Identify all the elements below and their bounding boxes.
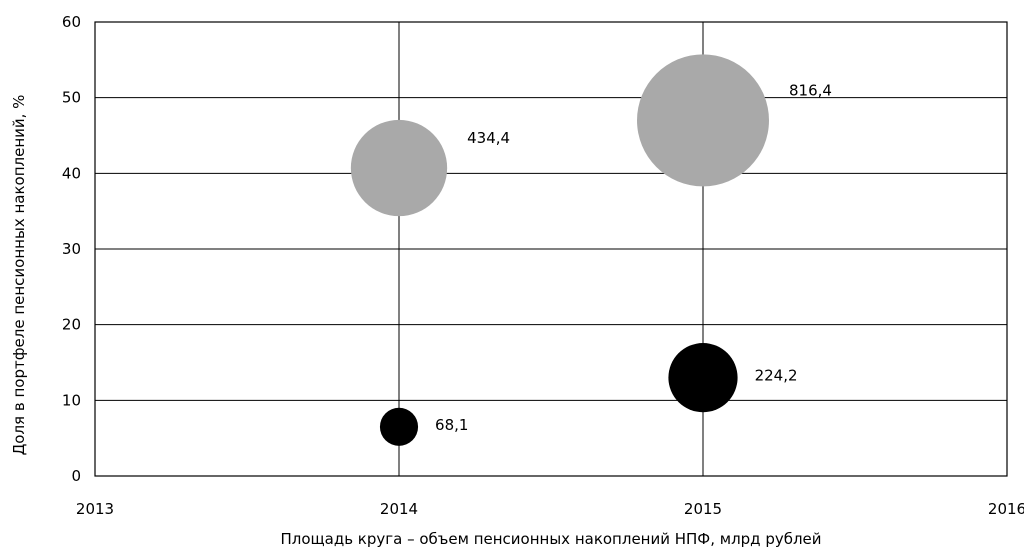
plot-border [94,21,1008,477]
x-axis-ticks: 2013 2014 2015 2016 [76,500,1024,518]
x-tick-label: 2016 [988,500,1024,518]
plot-frame [94,21,1008,477]
y-tick-label: 10 [62,391,81,409]
y-axis-title: Доля в портфеле пенсионных накоплений, % [10,95,28,456]
y-tick-label: 60 [62,13,81,31]
y-tick-label: 30 [62,240,81,258]
data-labels: 434,4 816,4 68,1 224,2 [435,81,832,433]
x-tick-label: 2014 [380,500,418,518]
x-tick-label: 2015 [684,500,722,518]
bubble [379,407,419,446]
y-tick-label: 50 [62,89,81,107]
y-tick-label: 40 [62,164,81,182]
bubble-value-label: 224,2 [755,367,798,385]
bubble [350,119,448,217]
y-tick-label: 0 [71,467,81,485]
bubble-value-label: 68,1 [435,416,468,434]
grid-lines [94,21,1008,477]
bubble-value-label: 816,4 [789,81,832,99]
y-axis-ticks: 0 10 20 30 40 50 60 [62,13,81,485]
bubbles [350,54,769,446]
x-tick-label: 2013 [76,500,114,518]
bubble-value-label: 434,4 [467,129,510,147]
y-tick-label: 20 [62,316,81,334]
bubble [637,54,769,187]
x-axis-title: Площадь круга – объем пенсионных накопле… [280,530,821,548]
bubble [668,343,738,413]
